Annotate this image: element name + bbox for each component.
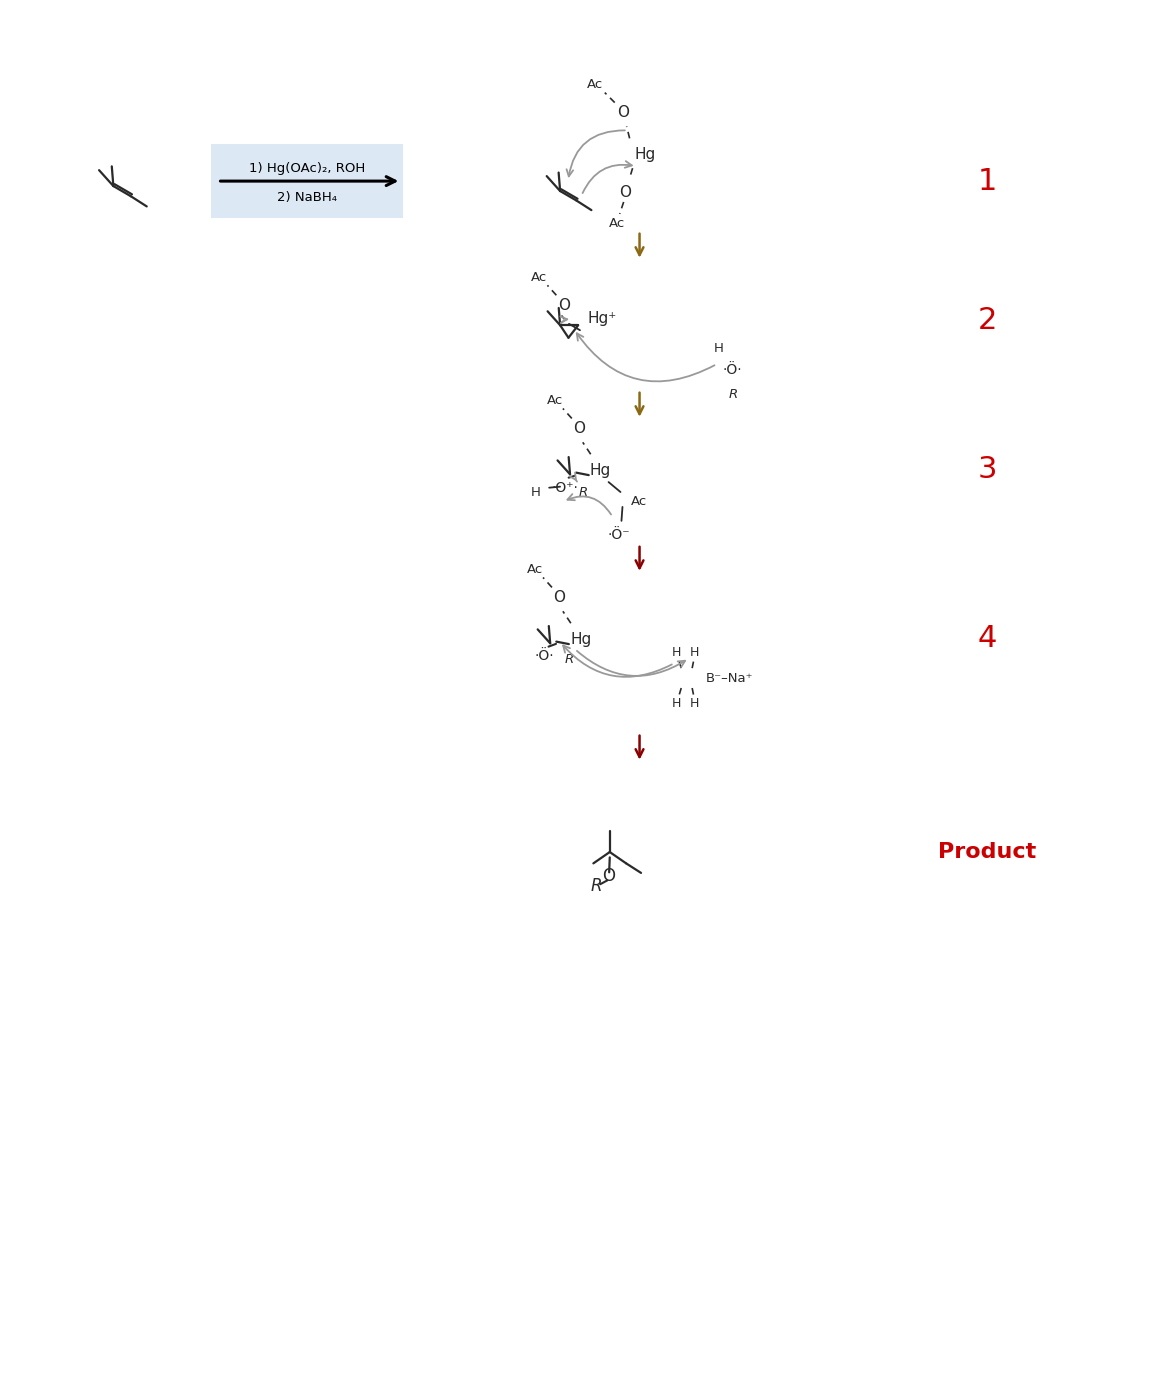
Text: Hg: Hg: [634, 147, 656, 162]
Text: Hg: Hg: [590, 463, 611, 477]
Text: Ac: Ac: [532, 271, 548, 284]
Text: Hg⁺: Hg⁺: [588, 311, 617, 326]
Text: B⁻–Na⁺: B⁻–Na⁺: [706, 672, 754, 685]
Text: Ac: Ac: [609, 217, 625, 231]
Text: ·O⁺·: ·O⁺·: [551, 481, 579, 495]
Text: Ac: Ac: [631, 495, 647, 509]
Text: 4: 4: [978, 624, 996, 653]
Text: H: H: [689, 646, 699, 658]
Text: 1: 1: [978, 166, 996, 195]
Text: ·Ö·: ·Ö·: [534, 649, 553, 662]
Text: O: O: [617, 105, 628, 120]
Text: R: R: [729, 389, 738, 401]
Text: R: R: [579, 487, 588, 499]
Text: Product: Product: [937, 842, 1037, 862]
Text: O: O: [619, 184, 631, 199]
Text: Hg: Hg: [570, 632, 591, 647]
Text: ·Ö⁻: ·Ö⁻: [608, 528, 630, 542]
Text: R: R: [564, 653, 573, 667]
Text: ·Ö·: ·Ö·: [723, 362, 743, 378]
Text: 2: 2: [978, 306, 996, 335]
Text: H: H: [530, 487, 541, 499]
Text: H: H: [671, 697, 681, 711]
Text: O: O: [558, 297, 571, 313]
Text: O: O: [602, 867, 615, 885]
Text: 2) NaBH₄: 2) NaBH₄: [277, 191, 337, 205]
Text: H: H: [671, 646, 681, 658]
FancyBboxPatch shape: [211, 144, 404, 219]
Text: 1) Hg(OAc)₂, ROH: 1) Hg(OAc)₂, ROH: [249, 162, 366, 174]
Text: Ac: Ac: [547, 394, 563, 407]
Text: R: R: [590, 877, 602, 895]
Text: Ac: Ac: [587, 79, 603, 91]
Text: O: O: [573, 420, 585, 436]
Text: O: O: [553, 591, 565, 604]
Text: Ac: Ac: [527, 563, 543, 577]
Text: H: H: [689, 697, 699, 711]
Text: 3: 3: [978, 455, 996, 484]
Text: H: H: [714, 342, 724, 354]
